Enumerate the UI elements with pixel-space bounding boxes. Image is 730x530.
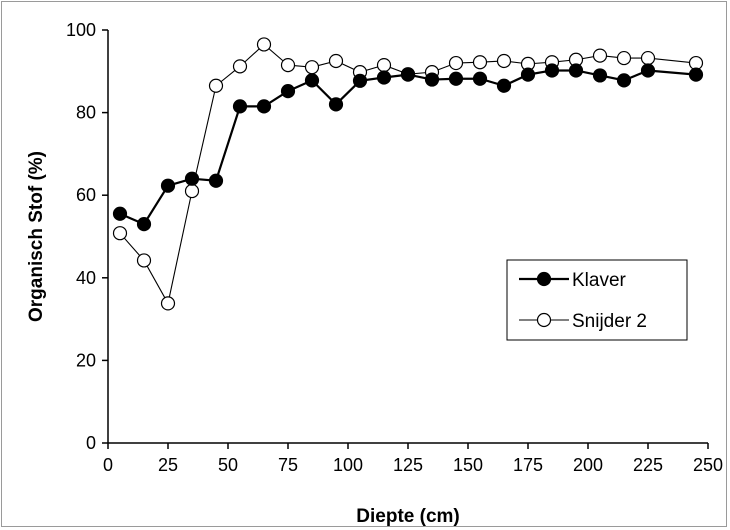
data-point-klaver — [424, 72, 440, 87]
data-point-klaver — [184, 171, 200, 186]
data-point-snijder-2 — [448, 55, 464, 71]
data-point-snijder-2 — [640, 50, 656, 66]
legend: Klaver Snijder 2 — [506, 259, 688, 341]
data-point-snijder-2 — [472, 55, 488, 70]
axes: 0 20 40 60 80 100 0 25 50 75 100 125 150 175 200 225 250 — [66, 20, 723, 475]
data-point-klaver — [616, 73, 632, 88]
data-point-klaver — [280, 84, 296, 99]
data-point-snijder-2 — [376, 58, 392, 73]
x-tick-label: 25 — [158, 455, 178, 475]
data-point-klaver — [160, 178, 176, 193]
data-point-klaver — [496, 78, 512, 93]
data-point-snijder-2 — [160, 296, 176, 311]
y-axis-label: Organisch Stof (%) — [26, 151, 47, 322]
data-point-snijder-2 — [280, 58, 296, 73]
x-tick-label: 175 — [513, 455, 543, 475]
data-point-klaver — [208, 173, 224, 188]
data-point-klaver — [592, 68, 608, 83]
data-point-klaver — [232, 99, 248, 114]
legend-marker-klaver — [536, 271, 552, 287]
legend-label-klaver: Klaver — [572, 270, 627, 291]
data-point-klaver — [544, 63, 560, 78]
x-tick-label: 0 — [103, 455, 113, 475]
data-point-klaver — [688, 67, 704, 82]
data-point-snijder-2 — [616, 50, 632, 66]
data-point-klaver — [112, 206, 128, 221]
legend-box — [506, 259, 688, 341]
data-point-snijder-2 — [328, 53, 344, 69]
data-point-klaver — [640, 63, 656, 78]
data-point-snijder-2 — [112, 226, 128, 241]
x-tick-label: 125 — [393, 455, 423, 475]
y-tick-label: 20 — [76, 350, 96, 370]
data-point-klaver — [568, 63, 584, 78]
data-point-klaver — [472, 71, 488, 86]
data-point-snijder-2 — [232, 59, 248, 74]
data-point-snijder-2 — [496, 53, 512, 69]
data-point-klaver — [304, 73, 320, 88]
legend-marker-snijder-2 — [536, 312, 552, 328]
data-point-klaver — [352, 73, 368, 88]
x-tick-label: 50 — [218, 455, 238, 475]
data-point-snijder-2 — [304, 60, 320, 75]
data-point-klaver — [328, 97, 344, 112]
y-tick-label: 40 — [76, 268, 96, 288]
series-klaver — [112, 63, 704, 232]
series-line-klaver — [119, 69, 697, 226]
x-tick-label: 250 — [693, 455, 723, 475]
x-axis-label: Diepte (cm) — [356, 506, 459, 527]
x-tick-label: 225 — [633, 455, 663, 475]
y-tick-label: 60 — [76, 185, 96, 205]
data-point-snijder-2 — [184, 183, 200, 199]
data-point-klaver — [136, 217, 152, 232]
y-tick-label: 0 — [86, 433, 96, 453]
data-point-klaver — [520, 67, 536, 82]
y-tick-label: 80 — [76, 103, 96, 123]
data-point-snijder-2 — [592, 48, 608, 63]
data-point-klaver — [448, 71, 464, 86]
data-point-snijder-2 — [208, 78, 224, 93]
data-point-snijder-2 — [136, 253, 152, 268]
data-point-klaver — [400, 67, 416, 82]
x-tick-label: 150 — [453, 455, 483, 475]
x-tick-label: 100 — [333, 455, 363, 475]
y-tick-label: 100 — [66, 20, 96, 40]
data-point-klaver — [256, 99, 272, 114]
legend-label-snijder-2: Snijder 2 — [572, 311, 647, 332]
data-point-klaver — [376, 70, 392, 85]
series-layer — [112, 37, 704, 311]
x-tick-label: 200 — [573, 455, 603, 475]
x-tick-label: 75 — [278, 455, 298, 475]
data-point-snijder-2 — [256, 37, 272, 52]
